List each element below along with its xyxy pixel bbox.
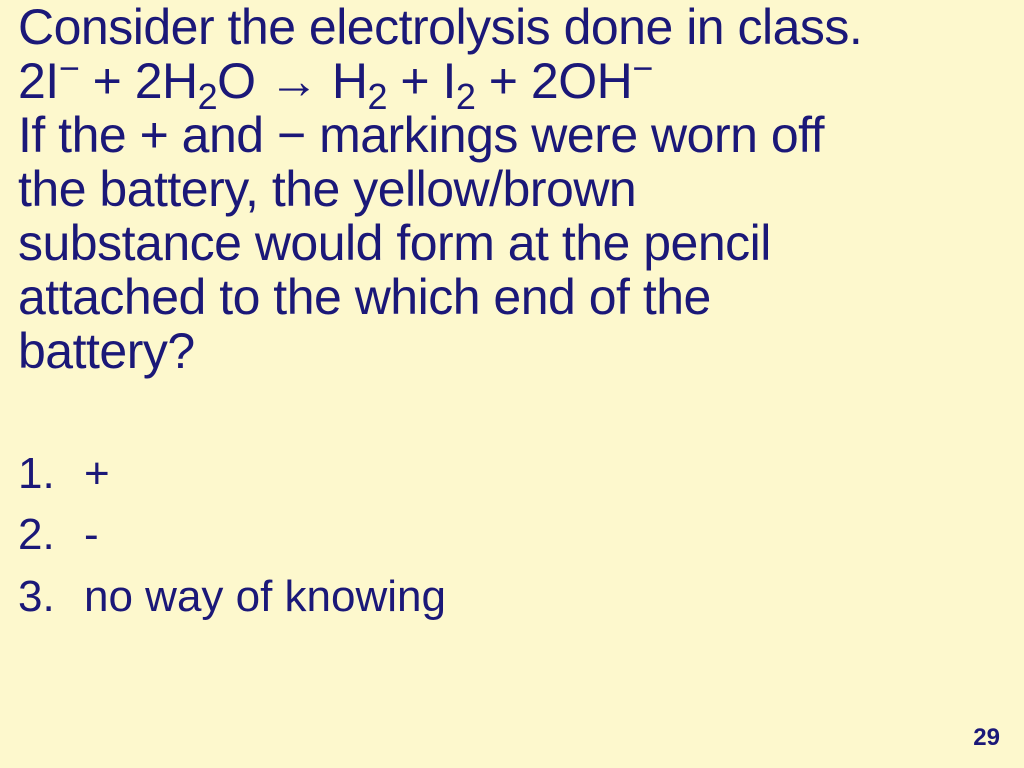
question-line-4: the battery, the yellow/brown <box>18 161 636 217</box>
option-text: + <box>84 444 110 503</box>
question-line-1: Consider the electrolysis done in class. <box>18 0 862 55</box>
question-line-7: battery? <box>18 323 195 379</box>
question-text: Consider the electrolysis done in class.… <box>18 0 1006 378</box>
answer-options: 1. + 2. - 3. no way of knowing <box>18 444 446 628</box>
page-number: 29 <box>973 724 1000 752</box>
option-1: 1. + <box>18 444 446 503</box>
slide: Consider the electrolysis done in class.… <box>0 0 1024 768</box>
question-line-3: If the + and − markings were worn off <box>18 107 824 163</box>
option-number: 1. <box>18 444 84 503</box>
option-text: no way of knowing <box>84 567 446 626</box>
option-text: - <box>84 505 99 564</box>
question-equation: 2I− + 2H2O → H2 + I2 + 2OH− <box>18 53 653 109</box>
option-number: 2. <box>18 505 84 564</box>
option-number: 3. <box>18 567 84 626</box>
question-line-5: substance would form at the pencil <box>18 215 771 271</box>
option-3: 3. no way of knowing <box>18 567 446 626</box>
question-line-6: attached to the which end of the <box>18 269 711 325</box>
option-2: 2. - <box>18 505 446 564</box>
